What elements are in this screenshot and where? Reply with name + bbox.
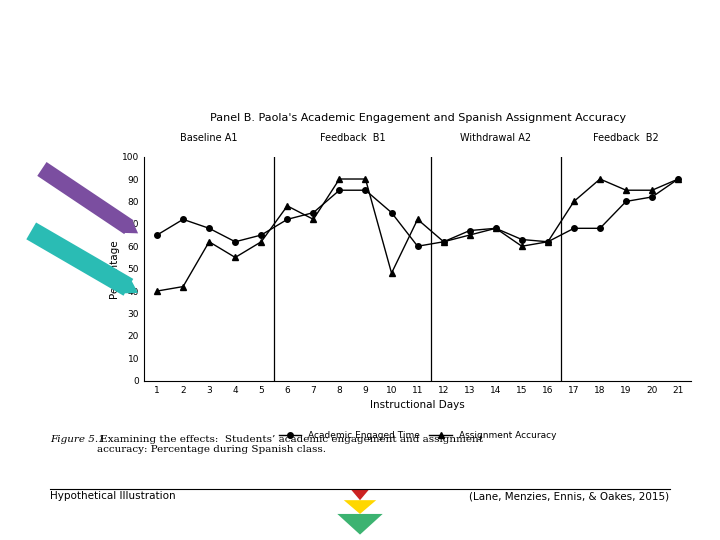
Text: Instructional Feedback: Instructional Feedback	[198, 36, 522, 63]
Academic Engaged Time	[231, 239, 240, 245]
Academic Engaged Time	[648, 194, 657, 200]
Assignment Accuracy	[544, 239, 552, 245]
Assignment Accuracy	[439, 239, 448, 245]
Text: Accuracy: Accuracy	[57, 239, 105, 279]
Academic Engaged Time	[465, 227, 474, 234]
Assignment Accuracy	[570, 198, 578, 205]
Text: Baseline A1: Baseline A1	[181, 133, 238, 143]
Academic Engaged Time	[257, 232, 266, 238]
Text: Examining the effects:  Students’ academic engagement and assignment
accuracy: P: Examining the effects: Students’ academi…	[97, 435, 483, 454]
Assignment Accuracy	[283, 202, 292, 209]
Assignment Accuracy	[231, 254, 240, 261]
Assignment Accuracy	[309, 216, 318, 222]
Assignment Accuracy	[335, 176, 343, 182]
Academic Engaged Time	[335, 187, 343, 193]
Y-axis label: Percentage: Percentage	[109, 239, 119, 298]
Assignment Accuracy	[413, 216, 422, 222]
Assignment Accuracy	[622, 187, 631, 193]
Academic Engaged Time	[439, 239, 448, 245]
Academic Engaged Time	[518, 237, 526, 243]
Assignment Accuracy	[387, 270, 396, 276]
Academic Engaged Time	[570, 225, 578, 232]
Text: Panel B. Paola's Academic Engagement and Spanish Assignment Accuracy: Panel B. Paola's Academic Engagement and…	[210, 112, 626, 123]
Assignment Accuracy	[492, 225, 500, 232]
Text: (Lane, Menzies, Ennis, & Oakes, 2015): (Lane, Menzies, Ennis, & Oakes, 2015)	[469, 491, 670, 502]
Academic Engaged Time	[413, 243, 422, 249]
Academic Engaged Time	[595, 225, 604, 232]
Academic Engaged Time	[153, 232, 161, 238]
Text: Withdrawal A2: Withdrawal A2	[460, 133, 531, 143]
Text: Feedback  B2: Feedback B2	[593, 133, 659, 143]
Assignment Accuracy	[204, 239, 213, 245]
Assignment Accuracy	[465, 232, 474, 238]
Academic Engaged Time	[204, 225, 213, 232]
Line: Assignment Accuracy: Assignment Accuracy	[154, 176, 681, 294]
Text: Figure 5.1: Figure 5.1	[50, 435, 105, 444]
X-axis label: Instructional Days: Instructional Days	[370, 400, 465, 410]
Academic Engaged Time	[492, 225, 500, 232]
Text: Feedback  B1: Feedback B1	[320, 133, 385, 143]
Assignment Accuracy	[179, 284, 187, 290]
Text: AET: AET	[74, 187, 99, 210]
Academic Engaged Time	[179, 216, 187, 222]
Assignment Accuracy	[257, 239, 266, 245]
Academic Engaged Time	[309, 210, 318, 216]
Academic Engaged Time	[387, 210, 396, 216]
Assignment Accuracy	[518, 243, 526, 249]
Polygon shape	[351, 489, 370, 500]
Assignment Accuracy	[595, 176, 604, 182]
Text: Student Outcomes: Student Outcomes	[230, 87, 490, 114]
Polygon shape	[344, 500, 377, 514]
Line: Academic Engaged Time: Academic Engaged Time	[154, 176, 681, 249]
Academic Engaged Time	[544, 239, 552, 245]
Legend: Academic Engaged Time, Assignment Accuracy: Academic Engaged Time, Assignment Accura…	[275, 428, 560, 444]
Academic Engaged Time	[361, 187, 370, 193]
Assignment Accuracy	[153, 288, 161, 294]
Text: Hypothetical Illustration: Hypothetical Illustration	[50, 491, 176, 502]
Assignment Accuracy	[648, 187, 657, 193]
Academic Engaged Time	[674, 176, 683, 182]
Academic Engaged Time	[622, 198, 631, 205]
Assignment Accuracy	[361, 176, 370, 182]
Polygon shape	[338, 514, 383, 535]
Academic Engaged Time	[283, 216, 292, 222]
Assignment Accuracy	[674, 176, 683, 182]
